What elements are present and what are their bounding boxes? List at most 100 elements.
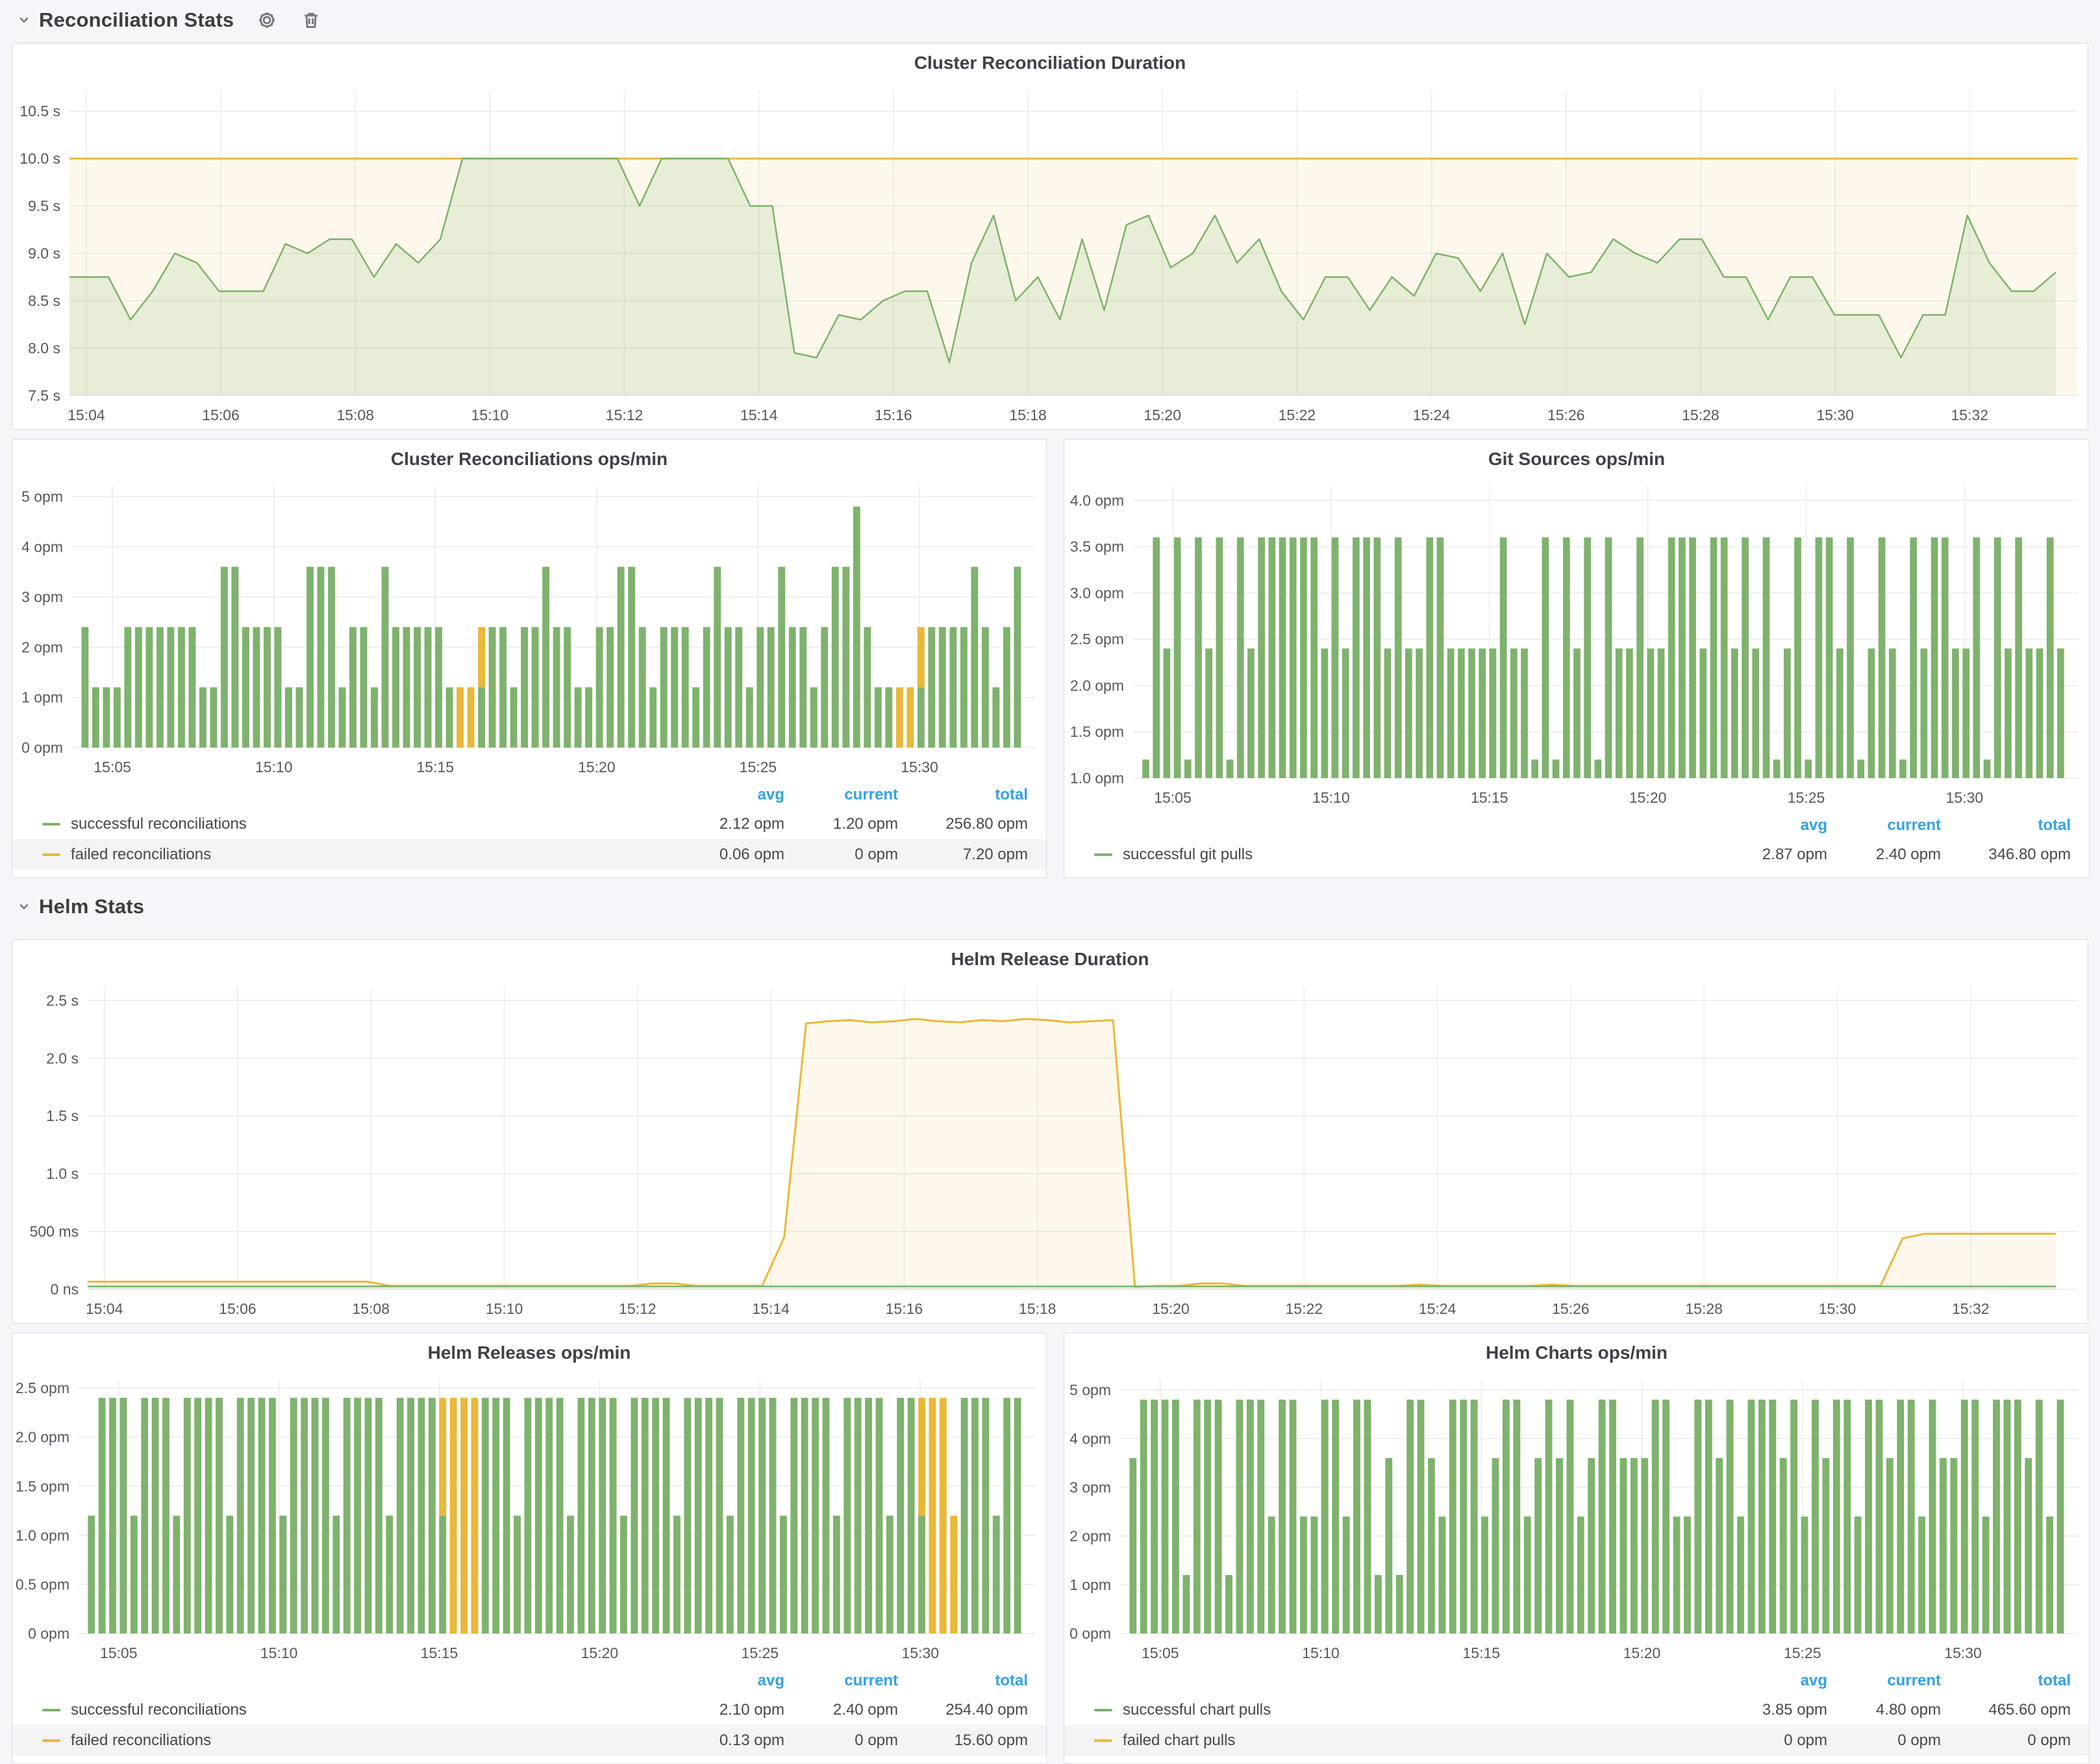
svg-text:15:05: 15:05 [1142,1644,1179,1661]
svg-text:15:15: 15:15 [1463,1644,1501,1661]
svg-text:3.0 opm: 3.0 opm [1070,585,1124,601]
svg-text:15:28: 15:28 [1682,407,1719,423]
legend-col-avg[interactable]: avg [757,786,784,803]
svg-text:1.5 opm: 1.5 opm [16,1478,69,1494]
legend-series-label[interactable]: successful chart pulls [1123,1700,1271,1719]
svg-text:15:06: 15:06 [202,407,240,423]
chevron-down-icon[interactable] [14,897,34,916]
series-color-dash [1094,1739,1112,1742]
svg-text:15:14: 15:14 [740,407,778,423]
svg-text:5 opm: 5 opm [1069,1381,1111,1398]
svg-text:15:10: 15:10 [255,759,293,775]
svg-text:1 opm: 1 opm [21,689,63,706]
svg-text:2.0 opm: 2.0 opm [16,1429,69,1446]
svg-text:3.5 opm: 3.5 opm [1070,538,1124,555]
legend-series-label[interactable]: failed chart pulls [1123,1731,1236,1749]
legend-series-label[interactable]: successful reconciliations [71,814,247,833]
stat-total: 346.80 opm [1988,845,2071,863]
panel-title[interactable]: Helm Release Duration [951,949,1149,969]
svg-text:15:12: 15:12 [606,407,644,423]
legend-col-avg[interactable]: avg [1800,816,1827,834]
svg-text:15:04: 15:04 [68,407,105,423]
stat-total: 7.20 opm [962,845,1028,863]
legend-row-failed-reconciliations: failed reconciliations 0.06 opm 0 opm 7.… [12,839,1046,870]
section-header-helm-stats[interactable]: Helm Stats [14,890,144,924]
svg-text:15:18: 15:18 [1019,1300,1056,1317]
chart-git-sources-ops[interactable]: 15:05 15:10 15:15 15:20 15:25 15:30 1.0 opm 1.5… [1064,479,2089,812]
series-color-dash [1094,853,1112,856]
svg-text:15:32: 15:32 [1951,407,1988,423]
legend-series-label[interactable]: successful git pulls [1123,845,1253,863]
svg-text:3 opm: 3 opm [1069,1479,1111,1496]
legend-series-label[interactable]: successful reconciliations [71,1700,247,1719]
panel-git-sources-ops: Git Sources ops/min 15:05 15:10 15:15 15:20… [1064,439,2090,878]
legend-col-current[interactable]: current [1887,1672,1941,1689]
panel-title[interactable]: Helm Releases ops/min [427,1342,631,1363]
trash-icon[interactable] [300,9,322,31]
svg-text:15:25: 15:25 [742,1644,779,1661]
legend-col-current[interactable]: current [1887,816,1941,834]
legend-col-avg[interactable]: avg [1800,1672,1827,1689]
svg-text:15:08: 15:08 [336,407,374,423]
svg-text:15:25: 15:25 [740,759,777,775]
legend-col-total[interactable]: total [2038,1672,2071,1689]
legend-col-current[interactable]: current [844,1672,898,1689]
section-header-reconciliation-stats[interactable]: Reconciliation Stats [14,3,322,37]
panel-title[interactable]: Helm Charts ops/min [1485,1342,1668,1363]
series-color-dash [42,822,60,825]
chart-helm-releases-ops[interactable]: 15:05 15:10 15:15 15:20 15:25 15:30 0 opm 0.5 o… [12,1372,1046,1667]
svg-text:1.0 opm: 1.0 opm [16,1527,69,1544]
legend-col-current[interactable]: current [844,786,898,803]
svg-text:15:32: 15:32 [1952,1300,1990,1317]
svg-text:15:24: 15:24 [1413,407,1451,423]
stat-avg: 3.85 opm [1762,1700,1827,1719]
chart-helm-release-duration[interactable]: 15:04 15:06 15:08 15:10 15:12 15:14 15:16 15:18… [12,979,2088,1323]
svg-text:0.5 opm: 0.5 opm [16,1576,69,1593]
svg-text:15:26: 15:26 [1547,407,1585,423]
svg-text:15:20: 15:20 [578,759,616,775]
svg-text:3 opm: 3 opm [21,588,63,605]
chart-cluster-reconciliations-ops[interactable]: 15:05 15:10 15:15 15:20 15:25 15:30 0 opm 1 opm… [12,479,1046,781]
panel-title[interactable]: Cluster Reconciliations ops/min [390,449,668,469]
gear-icon[interactable] [256,9,278,31]
stat-avg: 0.06 opm [719,845,784,863]
svg-text:15:25: 15:25 [1784,1644,1821,1661]
svg-text:10.0 s: 10.0 s [19,150,60,167]
chevron-down-icon[interactable] [14,10,34,30]
svg-text:4 opm: 4 opm [21,538,63,555]
section-title[interactable]: Reconciliation Stats [39,8,234,31]
panel-title[interactable]: Git Sources ops/min [1488,449,1666,469]
svg-text:15:30: 15:30 [1819,1300,1856,1317]
legend-col-total[interactable]: total [995,1672,1028,1689]
svg-text:15:10: 15:10 [486,1300,523,1317]
chart-helm-charts-ops[interactable]: 15:05 15:10 15:15 15:20 15:25 15:30 0 opm 1 opm… [1064,1372,2089,1667]
legend-series-label[interactable]: failed reconciliations [71,845,212,863]
stat-current: 1.20 opm [832,814,898,833]
svg-text:7.5 s: 7.5 s [28,387,60,404]
stat-total: 465.60 opm [1988,1700,2071,1719]
svg-text:10.5 s: 10.5 s [19,103,60,120]
chart-cluster-reconciliation-duration[interactable]: 15:04 15:06 15:08 15:10 15:12 15:14 15:16 15:18… [12,82,2088,429]
svg-text:15:06: 15:06 [219,1300,256,1317]
legend-header-row: avg current total [12,1667,1046,1695]
section-title[interactable]: Helm Stats [39,895,145,918]
svg-text:9.0 s: 9.0 s [28,245,60,262]
legend-row-successful-git-pulls: successful git pulls 2.87 opm 2.40 opm 3… [1064,839,2089,870]
svg-text:15:18: 15:18 [1009,407,1047,423]
svg-text:15:15: 15:15 [421,1644,458,1661]
legend-header-row: avg current total [12,781,1046,809]
legend-col-avg[interactable]: avg [757,1672,784,1689]
legend-col-total[interactable]: total [2038,816,2071,834]
legend-col-total[interactable]: total [995,786,1028,803]
svg-text:4.0 opm: 4.0 opm [1070,492,1124,509]
svg-text:15:25: 15:25 [1788,789,1825,806]
stat-total: 15.60 opm [954,1731,1028,1749]
svg-text:0 ns: 0 ns [51,1281,79,1298]
svg-text:15:15: 15:15 [1471,789,1508,806]
legend-series-label[interactable]: failed reconciliations [71,1731,212,1749]
stat-current: 2.40 opm [1875,845,1941,863]
svg-text:0 opm: 0 opm [28,1625,69,1642]
panel-title[interactable]: Cluster Reconciliation Duration [914,53,1186,73]
svg-text:15:30: 15:30 [901,759,938,775]
stat-current: 0 opm [855,845,898,863]
